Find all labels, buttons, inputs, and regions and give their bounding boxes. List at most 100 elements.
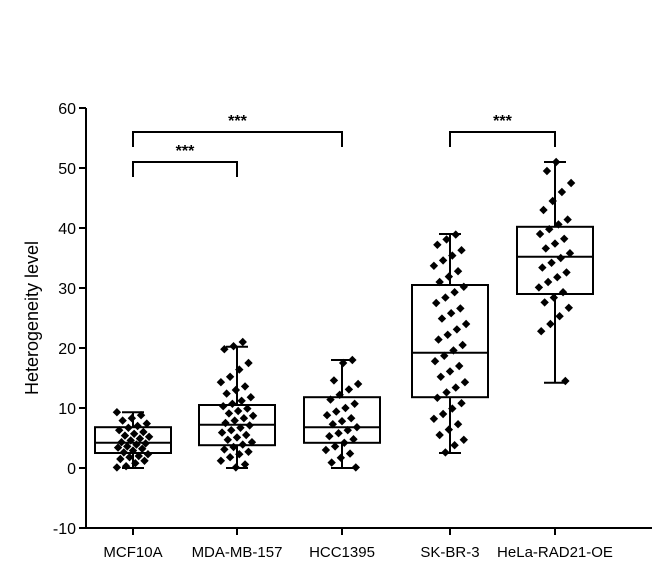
data-point: [123, 442, 132, 451]
data-point: [329, 376, 339, 385]
data-point: [112, 463, 122, 472]
axes: -10 0 10 20 30 40 50 60 MCF10A MDA-MB-157 HCC1395 S…: [53, 101, 652, 561]
x-tick-label: SK-BR-3: [420, 544, 479, 561]
data-point: [433, 393, 442, 402]
y-tick-label: 20: [58, 341, 76, 358]
box-HCC1395: [303, 359, 381, 469]
data-point: [438, 256, 448, 265]
data-point: [121, 462, 131, 471]
data-point: [338, 358, 348, 368]
data-point: [124, 423, 133, 432]
data-point: [442, 235, 451, 244]
data-point: [347, 414, 356, 423]
data-point: [352, 423, 362, 432]
significance-label: ***: [493, 113, 512, 130]
data-point: [436, 372, 445, 381]
data-point: [545, 225, 554, 234]
data-point: [456, 304, 465, 313]
data-point: [216, 456, 226, 465]
data-point: [337, 417, 347, 426]
data-point: [449, 346, 458, 355]
data-point: [444, 272, 454, 281]
data-point: [220, 445, 229, 454]
data-point: [325, 432, 334, 441]
data-point: [134, 451, 143, 461]
data-point: [557, 187, 567, 197]
data-point: [451, 230, 460, 239]
data-point: [458, 340, 467, 350]
data-point: [139, 427, 148, 437]
data-point: [217, 428, 227, 437]
data-point: [117, 438, 126, 447]
data-point: [119, 448, 128, 457]
data-point: [341, 403, 350, 413]
data-point: [216, 378, 226, 387]
data-point: [433, 240, 442, 249]
data-point: [244, 358, 253, 368]
data-point: [353, 379, 363, 389]
data-point: [546, 319, 555, 329]
data-point: [222, 389, 231, 398]
data-point: [133, 421, 142, 431]
y-tick-label: 10: [58, 401, 76, 418]
x-tick-label: HCC1395: [309, 544, 375, 561]
data-point: [330, 442, 340, 451]
y-tick-label: -10: [53, 521, 76, 538]
data-point: [457, 399, 466, 408]
data-point: [335, 390, 344, 399]
data-point: [450, 441, 459, 450]
data-point: [429, 261, 439, 270]
x-tick-label: MCF10A: [103, 544, 162, 561]
data-point: [558, 288, 568, 297]
data-point: [440, 351, 449, 360]
data-point: [561, 376, 570, 386]
data-point: [228, 399, 237, 408]
box-MDA-MB-157: [198, 345, 276, 469]
data-point: [242, 430, 251, 440]
data-point: [535, 229, 545, 239]
data-point: [539, 205, 548, 215]
data-point: [220, 345, 229, 354]
data-point: [453, 420, 463, 429]
data-point: [328, 420, 337, 429]
data-point: [551, 157, 561, 167]
data-point: [240, 382, 250, 391]
data-point: [219, 402, 228, 411]
y-tick-label: 40: [58, 221, 76, 238]
data-point: [350, 399, 359, 408]
data-point: [455, 361, 464, 371]
data-point: [138, 444, 147, 453]
data-point: [322, 411, 332, 420]
data-point: [246, 393, 255, 402]
data-point: [238, 337, 247, 347]
x-tick-label: MDA-MB-157: [192, 544, 283, 561]
data-point: [231, 385, 241, 395]
data-point: [136, 411, 146, 420]
data-point: [143, 450, 153, 459]
data-point: [334, 429, 343, 438]
data-point: [128, 446, 138, 455]
iqr-box: [411, 284, 489, 399]
data-point: [351, 463, 360, 472]
data-point: [461, 319, 471, 329]
data-point: [460, 378, 470, 387]
significance-brackets: *** *** ***: [132, 113, 556, 177]
data-point: [543, 277, 553, 287]
y-tick-label: 30: [58, 281, 76, 298]
data-point: [135, 434, 145, 443]
data-point: [538, 263, 547, 272]
data-point: [435, 277, 444, 287]
data-point: [116, 454, 125, 464]
data-point: [229, 442, 238, 452]
data-point: [120, 431, 130, 440]
significance-bracket: ***: [132, 143, 238, 177]
data-point: [235, 365, 244, 374]
y-axis-label: Heterogeneity level: [22, 241, 42, 395]
data-point: [534, 283, 544, 292]
data-point: [233, 406, 243, 416]
data-point: [429, 414, 439, 423]
data-point: [537, 327, 546, 336]
data-point: [459, 435, 468, 444]
data-point: [450, 288, 459, 297]
data-point: [564, 303, 573, 312]
